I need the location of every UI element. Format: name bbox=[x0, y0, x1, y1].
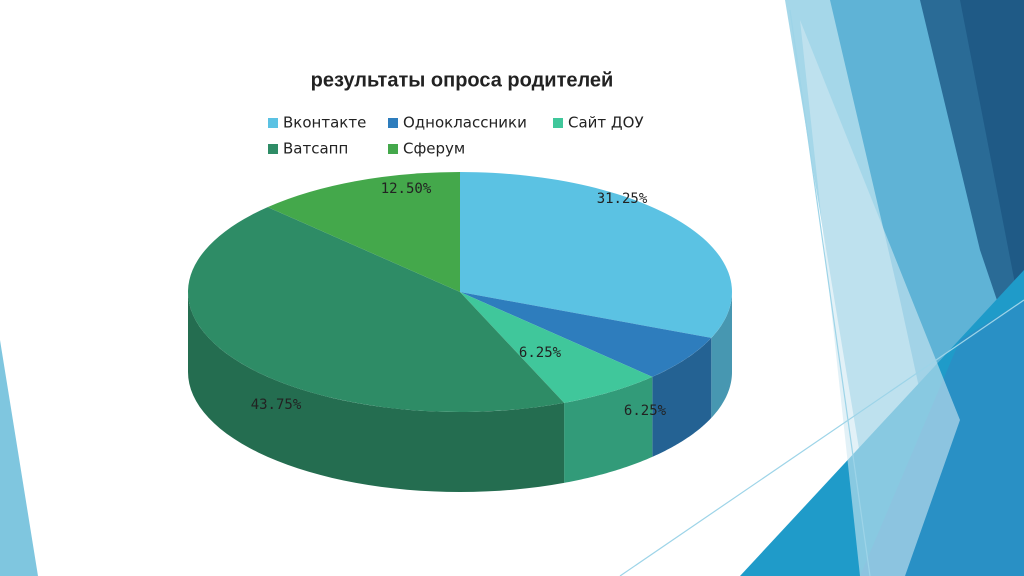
legend-swatch bbox=[268, 118, 278, 128]
pie: 31.25% 6.25% 6.25% 43.75% 12.50% bbox=[187, 172, 732, 492]
legend-swatch bbox=[388, 144, 398, 154]
chart-title: результаты опроса родителей bbox=[311, 69, 614, 91]
slice bbox=[460, 292, 712, 377]
slice-side bbox=[564, 376, 653, 483]
legend-swatch bbox=[388, 118, 398, 128]
legend: Вконтакте Одноклассники Сайт ДОУ Ватсапп Сфе… bbox=[268, 114, 644, 158]
data-label: 6.25% bbox=[624, 403, 667, 419]
legend-label: Сайт ДОУ bbox=[568, 114, 644, 132]
slice-side bbox=[711, 292, 732, 418]
slice-side bbox=[188, 292, 565, 492]
slice bbox=[460, 292, 653, 403]
slice-side bbox=[652, 337, 712, 457]
data-label: 6.25% bbox=[519, 345, 562, 361]
legend-swatch bbox=[553, 118, 563, 128]
slice bbox=[187, 207, 565, 413]
slice bbox=[267, 172, 460, 292]
data-label: 43.75% bbox=[251, 397, 302, 413]
legend-swatch bbox=[268, 144, 278, 154]
legend-label: Сферум bbox=[403, 140, 465, 158]
legend-label: Одноклассники bbox=[403, 114, 527, 132]
legend-label: Ватсапп bbox=[283, 140, 348, 158]
data-label: 12.50% bbox=[381, 181, 432, 197]
data-label: 31.25% bbox=[597, 191, 648, 207]
slice bbox=[460, 172, 732, 338]
legend-label: Вконтакте bbox=[283, 114, 366, 132]
